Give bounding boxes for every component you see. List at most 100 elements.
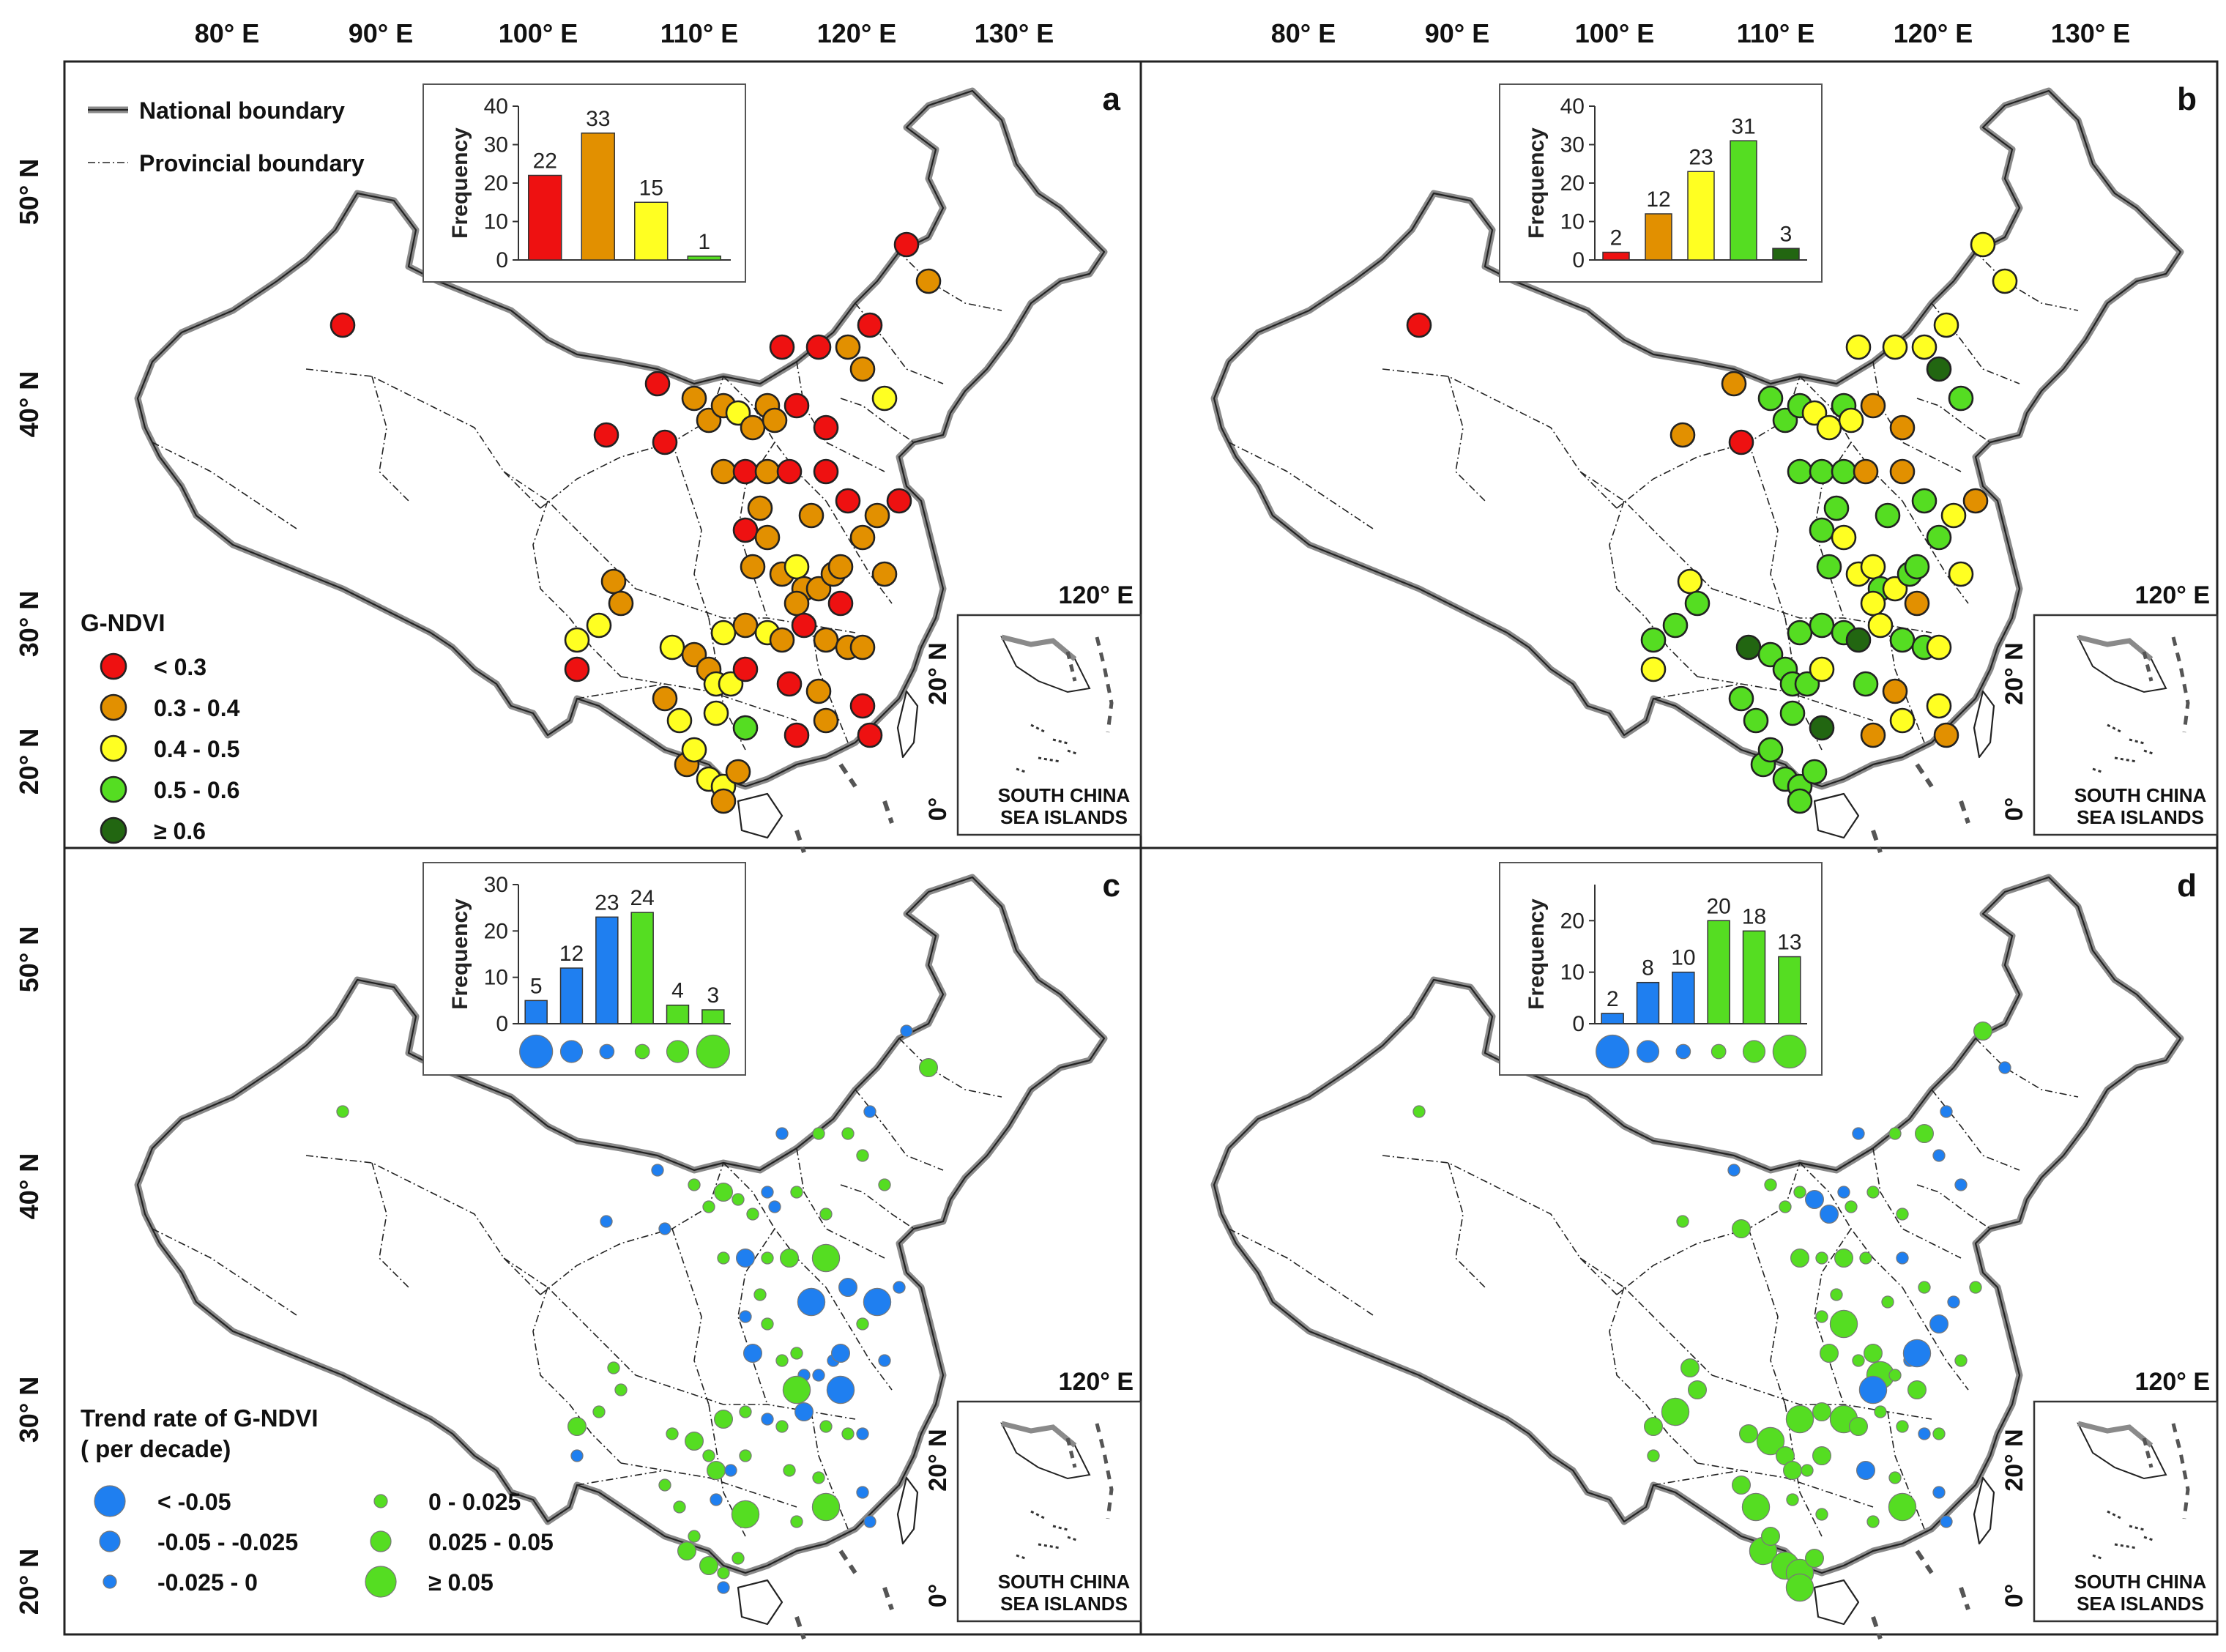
station-marker [1684,590,1711,617]
bar-count-2: 23 [595,890,619,915]
station-marker [1838,407,1864,434]
station-marker [783,590,810,617]
inset-caption-line2: SEA ISLANDS [2077,806,2204,828]
station-marker [1882,678,1908,704]
station-marker [1929,1314,1948,1333]
station-marker [1779,1200,1792,1213]
bar-3 [1707,920,1730,1024]
bar-0 [524,1000,548,1024]
station-marker [1947,1295,1960,1309]
station-marker [732,1193,745,1206]
station-marker [776,458,803,485]
station-marker [652,429,678,455]
bar-size-marker-3 [1711,1043,1727,1060]
station-marker [790,1186,803,1199]
station-marker [1860,392,1886,419]
station-marker [600,1215,613,1228]
station-marker [753,1288,767,1301]
inset-lat-20: 20° N [924,642,952,704]
station-marker [1412,1105,1426,1118]
top-lon-label-b-4: 120° E [1894,18,1973,48]
gndvi-legend-swatch-2 [100,734,127,762]
station-marker [826,1375,855,1404]
y-tick-label-4: 40 [484,94,508,119]
y-tick-label-2: 20 [1560,909,1585,933]
station-marker [1809,458,1835,485]
station-marker [776,671,803,697]
left-lat-label-top-3: 20° N [14,729,44,795]
inset-frame [2033,1400,2219,1623]
gndvi-legend-label-3: 0.5 - 0.6 [154,777,239,803]
bar-2 [634,201,669,261]
station-marker [1940,1105,1953,1118]
histogram-c: 0 10 20 30 Frequency 5 12 23 24 4 3 [423,862,746,1076]
trend-legend-swatch-1 [99,1530,121,1552]
inset-lon-label: 120° E [2135,1368,2210,1396]
station-marker [586,612,612,639]
bar-count-3: 24 [630,886,654,910]
trend-legend-label-3: 0 - 0.025 [428,1489,521,1515]
gndvi-legend-swatch-3 [100,775,127,803]
station-marker [666,1427,679,1440]
histogram-ylabel: Frequency [1525,898,1549,1010]
station-marker [841,1427,855,1440]
y-tick-label-3: 30 [484,133,508,157]
station-marker [754,524,781,551]
station-marker [812,1471,825,1484]
histogram-frame [423,862,746,1076]
station-marker [1831,458,1857,485]
station-marker [805,334,832,360]
y-tick-label-3: 30 [484,873,508,897]
station-marker [1804,1190,1824,1210]
station-marker [1812,1446,1831,1465]
inset-caption-line1: SOUTH CHINA [2074,784,2207,806]
station-marker [659,634,685,661]
station-marker [811,1492,841,1522]
station-marker [564,627,590,653]
top-lon-label-a-4: 120° E [817,18,896,48]
station-marker [790,1347,803,1360]
inset-lon-label: 120° E [2135,581,2210,609]
station-marker [1904,590,1930,617]
station-marker [827,590,854,617]
histogram-d: 0 10 20 Frequency 28 10 20 18 13 [1499,862,1823,1076]
bar-3 [630,912,654,1024]
station-marker [915,268,942,294]
station-marker [813,414,839,441]
station-marker [794,1402,814,1421]
station-marker [779,1248,799,1268]
station-marker [761,1186,774,1199]
station-marker [1757,737,1784,763]
left-lat-label-top-0: 50° N [14,159,44,225]
station-marker [732,656,759,682]
station-marker [1954,1178,1968,1191]
bar-5 [701,1009,725,1024]
station-marker [1670,422,1696,448]
trend-legend-label-5: ≥ 0.05 [428,1569,494,1596]
station-marker [1998,1061,2011,1074]
trend-legend-title-2: ( per decade) [81,1435,231,1462]
station-marker [856,1486,869,1499]
station-marker [1815,1508,1828,1521]
top-lon-label-a-5: 130° E [975,18,1054,48]
bar-size-marker-4 [1742,1040,1766,1063]
gndvi-legend-label-0: < 0.3 [154,654,206,680]
left-lat-label-top-2: 30° N [14,591,44,657]
bar-count-1: 8 [1642,956,1654,981]
station-marker [742,1343,762,1363]
bar-count-4: 18 [1742,904,1766,929]
station-marker [688,1530,701,1543]
station-marker [1809,715,1835,741]
station-marker [811,1243,841,1273]
bar-count-1: 33 [586,107,610,131]
station-marker [688,1178,701,1191]
station-marker [747,495,773,521]
top-lon-label-a-3: 110° E [660,18,739,48]
station-marker [1809,517,1835,543]
inset-lat-0: 0° [2000,1584,2028,1608]
scs-dash-lines [794,763,894,853]
bar-2 [1672,971,1695,1024]
left-lat-label-bottom-1: 40° N [14,1153,44,1219]
